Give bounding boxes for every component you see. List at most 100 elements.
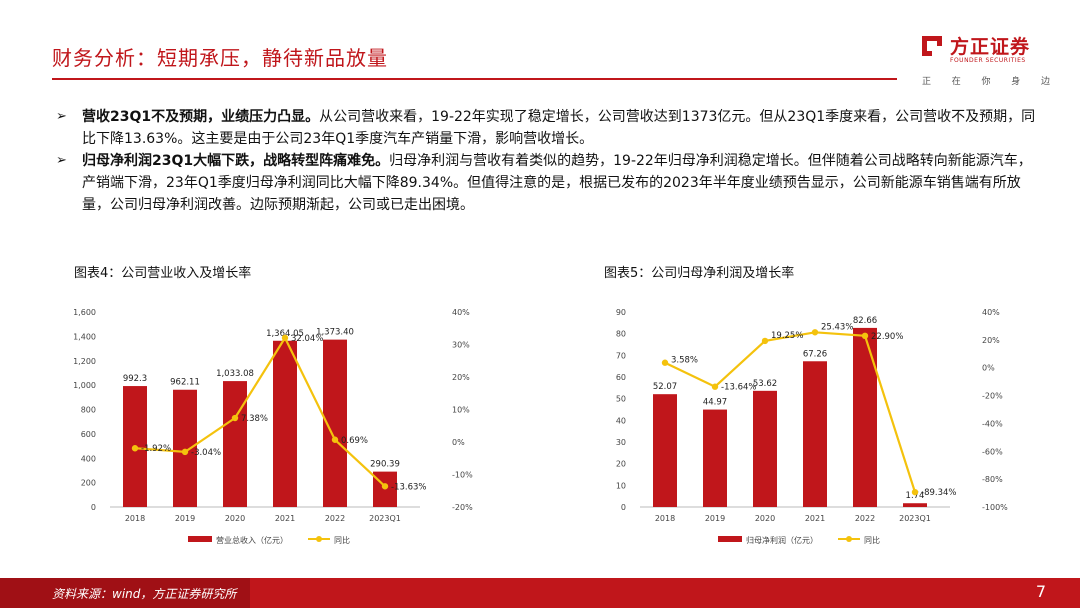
right-axis-tick-label: -100% <box>982 503 1008 512</box>
category-label: 2022 <box>855 514 875 523</box>
bar-value-label: 53.62 <box>753 379 777 389</box>
brand-logo: 方正证券 FOUNDER SECURITIES 正 在 你 身 边 <box>920 30 1060 90</box>
right-axis-tick-label: 20% <box>982 336 1000 345</box>
revenue-chart: 0 200 400 600 800 1,000 1,200 1,400 1,600 -20% -10… <box>73 308 473 545</box>
growth-point <box>811 329 819 336</box>
bar <box>903 503 927 507</box>
right-axis-tick-label: -60% <box>982 447 1003 456</box>
left-axis-tick-label: 80 <box>616 330 626 339</box>
brand-name-en: FOUNDER SECURITIES <box>950 57 1026 64</box>
growth-value-label: 32.04% <box>291 334 323 344</box>
legend-bar-label: 营业总收入（亿元） <box>216 535 288 545</box>
left-axis-tick-label: 200 <box>81 479 96 488</box>
category-label: 2023Q1 <box>899 514 931 523</box>
bar <box>853 327 877 507</box>
left-axis-tick-label: 60 <box>616 373 626 382</box>
slogan-char: 身 <box>1011 77 1021 87</box>
left-axis-tick-label: 70 <box>616 351 626 360</box>
left-axis-tick-label: 1,600 <box>73 308 96 317</box>
growth-value-label: -1.92% <box>141 444 171 454</box>
growth-point <box>661 359 669 366</box>
left-axis-tick-label: 10 <box>616 481 626 490</box>
bullet-heading: 营收23Q1不及预期，业绩压力凸显。 <box>82 109 320 125</box>
category-label: 2023Q1 <box>369 514 401 523</box>
slogan-char: 边 <box>1040 77 1050 87</box>
category-label: 2022 <box>325 514 345 523</box>
footer-bar: 资料来源：wind，方正证券研究所 7 <box>0 578 1080 608</box>
bullet-text: 归母净利润与营收有着类似的趋势，19-22年归母净利润稳定增长。但伴随着公司战略… <box>82 153 1032 213</box>
legend-bar-swatch <box>188 536 212 542</box>
bullet-revenue: ➢ 营收23Q1不及预期，业绩压力凸显。从公司营收来看，19-22年实现了稳定增长… <box>56 106 1036 150</box>
growth-value-label: 0.69% <box>341 436 368 446</box>
left-axis-tick-label: 90 <box>616 308 626 317</box>
right-axis-tick-label: 20% <box>452 373 470 382</box>
growth-point <box>711 383 719 390</box>
legend-line-marker <box>846 536 852 542</box>
left-axis-tick-label: 40 <box>616 416 626 425</box>
arrow-bullet-icon: ➢ <box>56 109 67 124</box>
bar-value-label: 290.39 <box>370 460 400 470</box>
chart-caption-profit: 图表5：公司归母净利润及增长率 <box>604 266 795 281</box>
bar-value-label: 44.97 <box>703 398 727 408</box>
bar <box>653 394 677 507</box>
growth-point <box>331 436 339 443</box>
bar <box>803 361 827 507</box>
chart-caption-revenue: 图表4：公司营业收入及增长率 <box>74 266 252 281</box>
bar <box>703 409 727 507</box>
source-note: 资料来源：wind，方正证券研究所 <box>52 587 237 601</box>
right-axis-tick-label: 0% <box>452 438 465 447</box>
left-axis-tick-label: 400 <box>81 454 96 463</box>
category-label: 2021 <box>805 514 825 523</box>
bar-value-label: 1,033.08 <box>216 369 254 379</box>
right-axis-tick-label: -10% <box>452 471 473 480</box>
right-axis-tick-label: -40% <box>982 419 1003 428</box>
right-axis-tick-label: 0% <box>982 364 995 373</box>
left-axis-tick-label: 1,400 <box>73 332 96 341</box>
growth-point <box>761 337 769 345</box>
growth-value-label: 3.58% <box>671 356 698 366</box>
founder-logo-icon <box>922 36 942 56</box>
left-axis-tick-label: 0 <box>91 503 96 512</box>
growth-value-label: -13.64% <box>721 383 756 393</box>
left-axis-tick-label: 800 <box>81 406 96 415</box>
left-axis-tick-label: 30 <box>616 438 626 447</box>
bar <box>173 389 197 507</box>
footer-accent <box>0 578 250 608</box>
growth-value-label: 19.25% <box>771 331 803 341</box>
growth-line <box>134 335 386 488</box>
category-label: 2020 <box>225 514 245 523</box>
bullet-heading: 归母净利润23Q1大幅下跌，战略转型阵痛难免。 <box>82 153 390 169</box>
bar-value-label: 962.11 <box>170 378 200 388</box>
left-axis-tick-label: 50 <box>616 395 626 404</box>
growth-point <box>911 488 919 496</box>
category-label: 2021 <box>275 514 295 523</box>
growth-point <box>231 414 239 422</box>
bar-value-label: 992.3 <box>123 374 147 384</box>
right-axis-tick-label: 40% <box>982 308 1000 317</box>
growth-value-label: 7.38% <box>241 414 268 424</box>
slogan-char: 在 <box>951 77 961 87</box>
growth-value-label: -89.34% <box>921 488 956 498</box>
page-title: 财务分析：短期承压，静待新品放量 <box>52 46 388 70</box>
slogan-char: 正 <box>922 77 932 87</box>
left-axis-tick-label: 0 <box>621 503 626 512</box>
bar-value-label: 1,373.40 <box>316 328 354 338</box>
left-axis-tick-label: 20 <box>616 460 626 469</box>
legend-line-marker <box>316 536 322 542</box>
bar-value-label: 52.07 <box>653 382 677 392</box>
right-axis-tick-label: 10% <box>452 406 470 415</box>
bar <box>273 340 297 507</box>
legend-bar-swatch <box>718 536 742 542</box>
brand-slogan: 正 在 你 身 边 <box>922 74 1050 87</box>
bar-value-label: 82.66 <box>853 316 877 326</box>
right-axis-tick-label: -20% <box>982 392 1003 401</box>
right-axis-tick-label: 30% <box>452 341 470 350</box>
growth-point <box>131 445 139 452</box>
arrow-bullet-icon: ➢ <box>56 153 67 168</box>
bar-value-label: 1.74 <box>906 491 925 501</box>
category-label: 2020 <box>755 514 775 523</box>
growth-point <box>381 483 389 490</box>
legend-bar-label: 归母净利润（亿元） <box>746 535 818 545</box>
bar <box>753 390 777 507</box>
growth-point <box>281 334 289 342</box>
